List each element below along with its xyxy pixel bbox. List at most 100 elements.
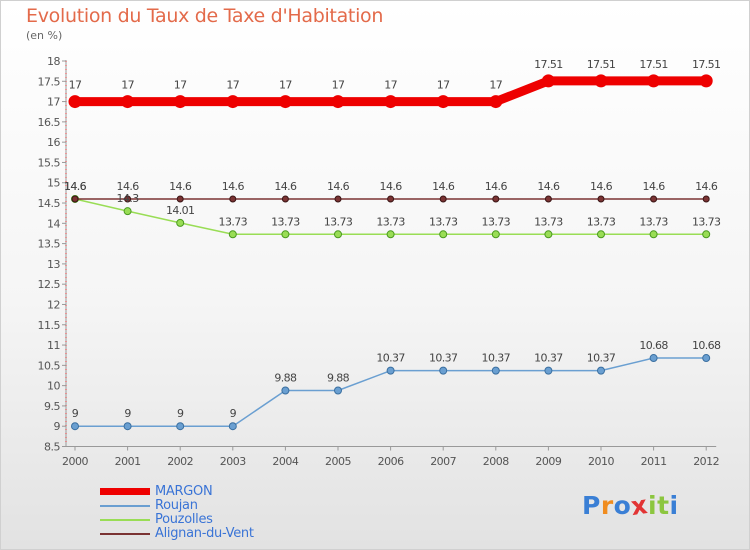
x-tick-label: 2012 [693,455,719,468]
data-label-alignan-du-vent: 14.6 [590,180,613,193]
data-label-pouzolles: 13.73 [324,215,353,228]
y-tick-label: 8.5 [44,441,60,454]
data-point-pouzolles [228,230,237,239]
data-point-pouzolles [702,230,711,239]
data-label-pouzolles: 13.73 [271,215,300,228]
logo-letter: i [669,491,679,520]
y-tick-label: 9.5 [44,400,60,413]
data-point-pouzolles [386,230,395,239]
data-point-roujan [702,354,711,363]
data-point-margon [699,74,713,88]
data-point-margon [278,95,292,109]
data-label-alignan-du-vent: 14.6 [327,180,350,193]
data-point-roujan [281,386,290,395]
data-label-pouzolles: 14.01 [166,204,195,217]
data-point-roujan [439,366,448,375]
y-tick-label: 12.5 [38,278,61,291]
data-point-roujan [386,366,395,375]
proxiti-logo[interactable]: Proxiti [582,489,679,522]
data-label-margon: 17 [384,79,397,92]
data-label-roujan: 9.88 [327,372,350,385]
data-label-margon: 17 [69,79,82,92]
y-tick-label: 14.5 [38,197,61,210]
data-point-alignan-du-vent [544,195,552,203]
data-point-roujan [71,422,79,431]
data-label-margon: 17.51 [534,58,563,71]
data-label-pouzolles: 14.6 [64,180,87,193]
data-label-margon: 17 [121,79,134,92]
data-label-pouzolles: 13.73 [219,215,248,228]
y-tick-label: 16 [47,136,60,149]
data-label-roujan: 10.37 [376,352,405,365]
x-tick-label: 2006 [378,455,404,468]
y-tick-label: 11 [47,339,60,352]
logo-letter: i [648,491,658,520]
data-label-roujan: 9.88 [274,372,297,385]
legend-swatch-pouzolles [100,519,150,521]
data-point-alignan-du-vent [387,195,395,203]
data-label-pouzolles: 13.73 [482,215,511,228]
data-point-pouzolles [334,230,342,239]
data-point-pouzolles [281,230,290,239]
data-point-margon [647,74,661,88]
data-label-alignan-du-vent: 14.6 [695,180,718,193]
data-point-alignan-du-vent [492,195,500,203]
data-label-roujan: 10.37 [534,352,563,365]
y-tick-label: 17 [47,96,60,109]
data-point-margon [436,95,450,109]
data-point-margon [226,95,240,109]
data-point-alignan-du-vent [124,195,132,203]
y-tick-label: 15.5 [38,156,61,169]
y-tick-label: 9 [54,420,61,433]
data-label-roujan: 9 [72,407,79,420]
legend-label-pouzolles: Pouzolles [155,512,213,527]
y-tick-label: 13 [47,258,60,271]
x-tick-label: 2002 [167,455,193,468]
data-label-roujan: 9 [124,407,131,420]
data-point-alignan-du-vent [71,195,79,203]
data-label-pouzolles: 13.73 [692,215,721,228]
data-label-margon: 17 [437,79,450,92]
data-point-roujan [597,366,605,375]
logo-letter: o [613,491,632,520]
data-point-roujan [649,354,658,363]
data-label-margon: 17 [174,79,187,92]
y-tick-label: 12 [47,298,60,311]
x-tick-label: 2005 [325,455,351,468]
data-point-margon [594,74,608,88]
y-tick-label: 15 [47,177,60,190]
data-label-alignan-du-vent: 14.6 [117,180,140,193]
data-label-alignan-du-vent: 14.6 [64,180,87,193]
x-tick-label: 2001 [115,455,141,468]
data-point-alignan-du-vent [597,195,605,203]
data-label-margon: 17.51 [692,58,721,71]
legend-swatch-margon [100,488,150,495]
data-label-pouzolles: 13.73 [639,215,668,228]
data-point-alignan-du-vent [650,195,658,203]
x-tick-label: 2011 [641,455,667,468]
x-tick-label: 2009 [535,455,561,468]
data-point-pouzolles [544,230,553,239]
data-label-roujan: 10.37 [482,352,511,365]
data-label-pouzolles: 13.73 [587,215,616,228]
data-label-margon: 17 [226,79,239,92]
data-label-margon: 17 [489,79,502,92]
logo-letter: r [600,491,614,520]
y-tick-label: 10 [47,380,60,393]
data-label-alignan-du-vent: 14.6 [274,180,297,193]
logo-letter: x [629,489,650,522]
data-label-roujan: 10.68 [639,339,668,352]
x-tick-label: 2004 [272,455,298,468]
data-label-roujan: 9 [230,407,237,420]
data-point-margon [541,74,555,88]
data-point-alignan-du-vent [702,195,710,203]
data-label-pouzolles: 13.73 [376,215,405,228]
data-label-margon: 17.51 [639,58,668,71]
data-label-roujan: 10.37 [429,352,458,365]
data-label-alignan-du-vent: 14.6 [432,180,455,193]
data-label-margon: 17 [332,79,345,92]
data-point-alignan-du-vent [176,195,184,203]
chart-title: Evolution du Taux de Taxe d'Habitation [26,5,384,27]
data-point-alignan-du-vent [439,195,447,203]
